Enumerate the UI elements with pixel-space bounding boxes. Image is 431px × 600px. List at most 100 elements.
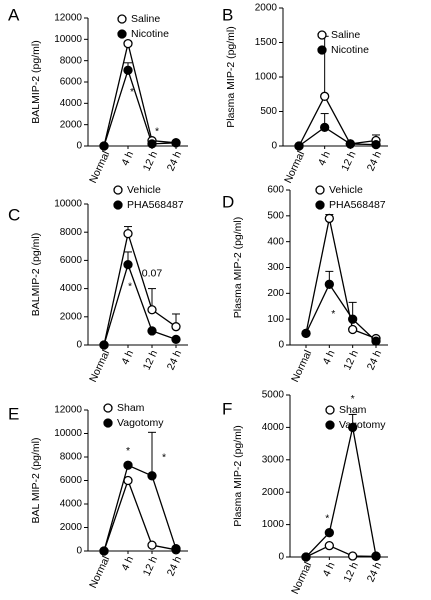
data-point bbox=[348, 551, 358, 561]
annotation: * bbox=[126, 445, 130, 457]
data-point bbox=[171, 138, 181, 148]
x-tick-label: Normal bbox=[87, 554, 112, 590]
y-tick-label: 5000 bbox=[262, 390, 285, 401]
legend-marker bbox=[117, 14, 127, 24]
annotation: * bbox=[155, 126, 159, 138]
annotation: * bbox=[162, 452, 166, 464]
data-point bbox=[171, 544, 181, 554]
y-tick-label: 8000 bbox=[60, 452, 83, 463]
legend-marker bbox=[315, 185, 325, 195]
legend-marker bbox=[117, 29, 127, 39]
y-tick-label: 0 bbox=[76, 546, 82, 557]
y-tick-label: 1000 bbox=[262, 519, 285, 530]
y-tick-label: 12000 bbox=[54, 405, 82, 416]
legend-label: Nicotine bbox=[331, 44, 369, 56]
data-point bbox=[320, 122, 330, 133]
x-tick-label: Normal bbox=[87, 149, 112, 185]
data-point bbox=[371, 139, 381, 150]
series-line bbox=[298, 94, 377, 147]
y-tick-label: 6000 bbox=[60, 77, 83, 88]
legend-marker bbox=[317, 30, 327, 40]
legend-marker bbox=[325, 420, 335, 430]
x-tick-label: 24 h bbox=[165, 348, 185, 372]
data-point bbox=[301, 328, 311, 339]
y-tick-label: 10000 bbox=[54, 199, 82, 210]
y-tick-label: 600 bbox=[267, 185, 284, 196]
data-point bbox=[123, 475, 133, 486]
x-tick-label: 4 h bbox=[321, 348, 338, 366]
legend-label: Saline bbox=[331, 29, 360, 41]
data-point bbox=[324, 528, 334, 538]
series-line bbox=[103, 478, 177, 552]
y-tick-label: 6000 bbox=[60, 475, 83, 486]
data-point bbox=[147, 471, 157, 481]
legend-marker bbox=[317, 45, 327, 55]
legend-marker bbox=[325, 405, 335, 415]
y-tick-label: 12000 bbox=[54, 13, 82, 24]
series-line bbox=[305, 427, 377, 558]
y-tick-label: 500 bbox=[260, 106, 277, 117]
panel-label: B bbox=[222, 5, 233, 24]
y-tick-label: 500 bbox=[267, 210, 284, 221]
y-tick-label: 2000 bbox=[60, 522, 83, 533]
data-point bbox=[147, 540, 157, 550]
panel-label: D bbox=[222, 192, 234, 211]
data-point bbox=[320, 91, 330, 101]
x-tick-label: 12 h bbox=[141, 554, 161, 578]
data-point bbox=[348, 324, 358, 335]
legend-marker bbox=[103, 403, 113, 413]
x-tick-label: 12 h bbox=[341, 560, 361, 584]
data-point bbox=[324, 541, 334, 551]
annotation: * bbox=[351, 393, 355, 405]
panel-label: F bbox=[222, 399, 232, 418]
series-line bbox=[103, 262, 177, 346]
panel-label: E bbox=[8, 404, 19, 423]
x-tick-label: 24 h bbox=[365, 348, 385, 372]
x-tick-label: 4 h bbox=[119, 149, 136, 167]
annotation: * bbox=[128, 280, 132, 292]
x-tick-label: 4 h bbox=[316, 149, 333, 167]
y-tick-label: 10000 bbox=[54, 428, 82, 439]
x-tick-label: 4 h bbox=[321, 560, 338, 578]
y-tick-label: 2000 bbox=[262, 487, 285, 498]
y-tick-label: 10000 bbox=[54, 34, 82, 45]
data-point bbox=[147, 326, 157, 336]
data-point bbox=[123, 460, 133, 470]
x-tick-label: 12 h bbox=[339, 149, 359, 173]
y-tick-label: 300 bbox=[267, 262, 284, 273]
x-tick-label: Normal bbox=[87, 348, 112, 384]
y-tick-label: 0 bbox=[76, 340, 82, 351]
y-tick-label: 200 bbox=[267, 288, 284, 299]
data-point bbox=[345, 139, 355, 149]
legend-label: PHA568487 bbox=[329, 199, 386, 211]
y-axis-label: BALMIP-2 (pg/ml) bbox=[30, 40, 42, 123]
data-point bbox=[123, 38, 133, 49]
data-point bbox=[147, 305, 157, 315]
data-point bbox=[171, 322, 181, 332]
data-point bbox=[324, 213, 334, 224]
data-point bbox=[348, 422, 358, 433]
y-axis-label: Plasma MIP-2 (pg/ml) bbox=[225, 26, 237, 128]
data-point bbox=[99, 546, 109, 556]
data-point bbox=[171, 334, 181, 345]
x-tick-label: 24 h bbox=[165, 149, 185, 173]
series-line bbox=[298, 126, 377, 147]
panel-label: A bbox=[8, 5, 20, 24]
x-tick-label: Normal bbox=[282, 149, 307, 185]
x-tick-label: 12 h bbox=[341, 348, 361, 372]
x-tick-label: 12 h bbox=[141, 149, 161, 173]
y-tick-label: 2000 bbox=[255, 3, 278, 14]
y-tick-label: 1000 bbox=[255, 72, 278, 83]
x-tick-label: 24 h bbox=[365, 149, 385, 173]
y-tick-label: 8000 bbox=[60, 227, 83, 238]
annotation: * bbox=[325, 512, 329, 524]
y-tick-label: 0 bbox=[271, 141, 277, 152]
data-point bbox=[371, 336, 381, 346]
y-tick-label: 4000 bbox=[262, 422, 285, 433]
x-tick-label: 24 h bbox=[165, 554, 185, 578]
y-tick-label: 3000 bbox=[262, 454, 285, 465]
series-line bbox=[305, 218, 377, 340]
series-line bbox=[103, 43, 177, 147]
legend-marker bbox=[103, 418, 113, 428]
